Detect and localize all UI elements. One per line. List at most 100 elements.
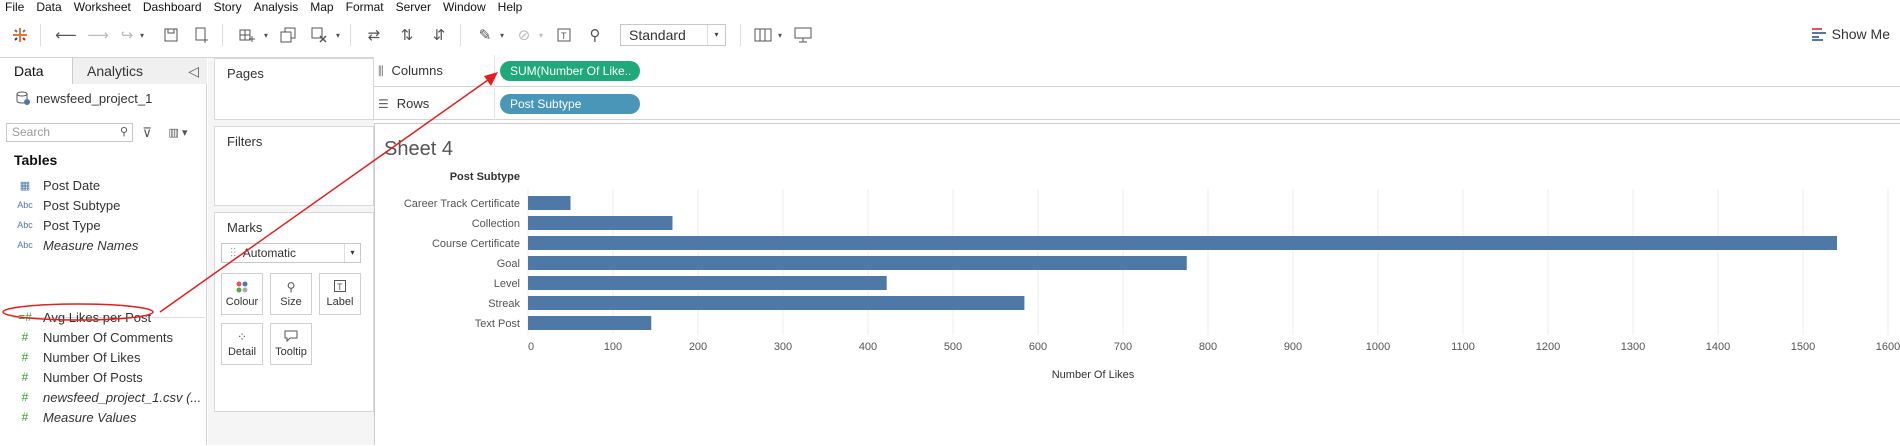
search-icon: ⚲ bbox=[119, 126, 128, 138]
tableau-logo-icon[interactable] bbox=[9, 24, 31, 46]
mark-type-value: Automatic bbox=[242, 246, 297, 260]
measure-icon: # bbox=[21, 330, 29, 344]
field-measure-values[interactable]: # Measure Values bbox=[15, 407, 205, 427]
x-tick-label: 500 bbox=[944, 341, 962, 353]
sort-descending-icon[interactable]: ⇵ bbox=[432, 27, 446, 44]
clear-sheet-icon[interactable] bbox=[308, 24, 330, 46]
clear-sheet-caret-icon[interactable]: ▾ bbox=[335, 30, 340, 40]
show-me-label: Show Me bbox=[1831, 26, 1890, 42]
bar bbox=[528, 296, 1025, 310]
datasource-name: newsfeed_project_1 bbox=[36, 90, 153, 106]
columns-pill[interactable]: SUM(Number Of Like.. bbox=[500, 61, 640, 81]
save-icon[interactable] bbox=[160, 24, 182, 46]
rows-shelf-label: ☰ Rows bbox=[378, 88, 429, 120]
swap-rows-columns-icon[interactable]: ⇄ bbox=[367, 27, 381, 44]
menu-data[interactable]: Data bbox=[36, 0, 62, 14]
menu-story[interactable]: Story bbox=[213, 0, 242, 14]
replay-icon[interactable]: ↪ bbox=[120, 27, 134, 44]
show-cards-icon[interactable] bbox=[752, 24, 774, 46]
highlight-caret-icon[interactable]: ▾ bbox=[499, 30, 504, 40]
x-tick-label: 900 bbox=[1284, 341, 1302, 353]
field-post-type[interactable]: Abc Post Type bbox=[15, 215, 205, 235]
menu-help[interactable]: Help bbox=[497, 0, 523, 14]
tab-analytics[interactable]: Analytics bbox=[73, 58, 207, 84]
size-button[interactable]: ⚲ Size bbox=[270, 273, 312, 315]
highlight-icon[interactable]: ✎ bbox=[478, 27, 492, 44]
mark-type-select[interactable]: ⫶⫶ Automatic ▾ bbox=[221, 243, 361, 263]
toolbar-separator bbox=[460, 24, 461, 46]
x-tick-label: 400 bbox=[859, 341, 877, 353]
menu-map[interactable]: Map bbox=[310, 0, 334, 14]
filters-card[interactable]: Filters bbox=[214, 126, 374, 206]
duplicate-sheet-icon[interactable] bbox=[277, 24, 299, 46]
toolbar-separator bbox=[350, 24, 351, 46]
show-mark-labels-icon[interactable]: T bbox=[553, 24, 575, 46]
measure-icon: # bbox=[21, 370, 29, 384]
category-label: Goal bbox=[497, 258, 520, 270]
worksheet-view: Sheet 4 Post Subtype Career Track Certifi… bbox=[374, 123, 1900, 445]
menu-analysis[interactable]: Analysis bbox=[253, 0, 299, 14]
group-caret-icon[interactable]: ▾ bbox=[538, 30, 543, 40]
field-avg-likes-per-post[interactable]: =# Avg Likes per Post bbox=[15, 307, 205, 327]
search-input[interactable]: Search ⚲ bbox=[6, 123, 133, 142]
x-tick-label: 300 bbox=[774, 341, 792, 353]
tooltip-icon bbox=[284, 330, 298, 346]
view-data-icon[interactable]: ▥ ▾ bbox=[168, 127, 188, 139]
new-datasource-icon[interactable] bbox=[191, 24, 213, 46]
field-number-of-posts[interactable]: # Number Of Posts bbox=[15, 367, 205, 387]
show-cards-caret-icon[interactable]: ▾ bbox=[777, 30, 782, 40]
redo-icon[interactable]: ⟶ bbox=[87, 27, 109, 44]
new-worksheet-icon[interactable] bbox=[236, 24, 258, 46]
tooltip-button[interactable]: Tooltip bbox=[270, 323, 312, 365]
colour-label: Colour bbox=[225, 296, 259, 308]
menu-worksheet[interactable]: Worksheet bbox=[73, 0, 131, 14]
columns-shelf[interactable]: ⫼ Columns SUM(Number Of Like.. bbox=[374, 55, 1900, 87]
data-pane-tabs: Data Analytics ◁ bbox=[0, 58, 207, 84]
colour-button[interactable]: Colour bbox=[221, 273, 263, 315]
label-button[interactable]: T Label bbox=[319, 273, 361, 315]
field-newsfeed-csv-count[interactable]: # newsfeed_project_1.csv (... bbox=[15, 387, 205, 407]
rows-pill[interactable]: Post Subtype bbox=[500, 94, 640, 114]
size-icon: ⚲ bbox=[286, 280, 296, 294]
replay-caret-icon[interactable]: ▾ bbox=[139, 30, 144, 40]
filter-icon[interactable]: ⊽ bbox=[142, 124, 152, 140]
presentation-mode-icon[interactable] bbox=[792, 24, 814, 46]
calculated-measure-icon: =# bbox=[18, 310, 32, 324]
search-placeholder: Search bbox=[12, 125, 51, 139]
detail-button[interactable]: ⁘ Detail bbox=[221, 323, 263, 365]
field-post-date[interactable]: ▦ Post Date bbox=[15, 175, 205, 195]
sort-ascending-icon[interactable]: ⇅ bbox=[400, 27, 414, 44]
pin-axes-icon[interactable]: ⚲ bbox=[589, 27, 601, 44]
menu-server[interactable]: Server bbox=[395, 0, 431, 14]
tab-data[interactable]: Data bbox=[0, 58, 73, 84]
divider bbox=[494, 88, 495, 120]
datasource-icon bbox=[16, 91, 30, 105]
field-measure-names[interactable]: Abc Measure Names bbox=[15, 235, 205, 255]
category-label: Streak bbox=[488, 298, 520, 310]
fit-select[interactable]: Standard ▾ bbox=[620, 24, 726, 46]
show-me-button[interactable]: Show Me bbox=[1811, 26, 1890, 42]
chevron-down-icon: ▾ bbox=[707, 25, 725, 45]
menu-window[interactable]: Window bbox=[442, 0, 486, 14]
group-members-icon[interactable]: ⊘ bbox=[517, 27, 531, 44]
toolbar-separator bbox=[40, 24, 41, 46]
undo-icon[interactable]: ⟵ bbox=[55, 27, 77, 44]
menu-dashboard[interactable]: Dashboard bbox=[142, 0, 202, 14]
x-tick-label: 100 bbox=[604, 341, 622, 353]
rows-shelf[interactable]: ☰ Rows Post Subtype bbox=[374, 88, 1900, 120]
new-worksheet-caret-icon[interactable]: ▾ bbox=[263, 30, 268, 40]
field-number-of-likes[interactable]: # Number Of Likes bbox=[15, 347, 205, 367]
menu-format[interactable]: Format bbox=[345, 0, 384, 14]
columns-icon: ⫼ bbox=[378, 64, 384, 78]
x-tick-label: 1100 bbox=[1451, 341, 1475, 353]
label-icon: T bbox=[334, 280, 346, 296]
datasource-item[interactable]: newsfeed_project_1 bbox=[16, 88, 152, 108]
toolbar-separator bbox=[222, 24, 223, 46]
field-number-of-comments[interactable]: # Number Of Comments bbox=[15, 327, 205, 347]
show-me-icon bbox=[1811, 28, 1826, 41]
rows-icon: ☰ bbox=[378, 97, 389, 111]
pages-card[interactable]: Pages bbox=[214, 58, 374, 120]
collapse-pane-icon[interactable]: ◁ bbox=[188, 63, 199, 79]
menu-file[interactable]: File bbox=[5, 0, 25, 14]
field-post-subtype[interactable]: Abc Post Subtype bbox=[15, 195, 205, 215]
